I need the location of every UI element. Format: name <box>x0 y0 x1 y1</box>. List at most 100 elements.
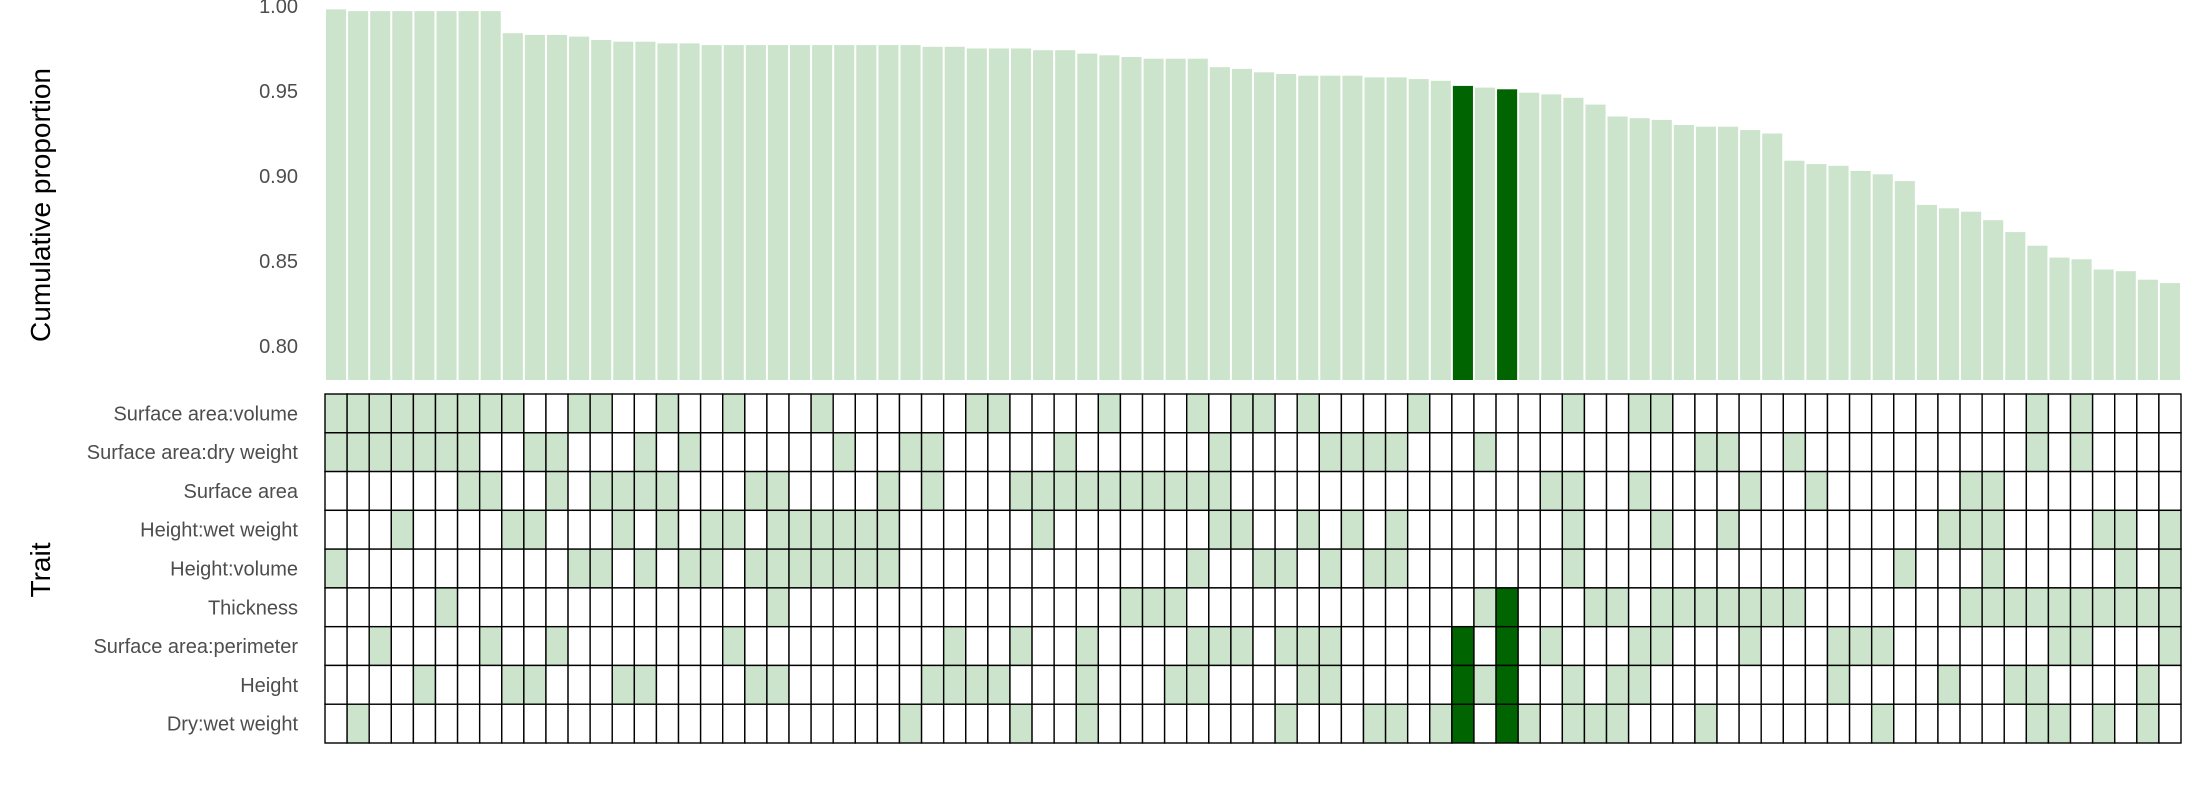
y-axis-ticks: 0.80 0.85 0.90 0.95 1.00 <box>259 0 298 358</box>
matrix-cell <box>920 703 945 744</box>
matrix-cell <box>655 509 680 550</box>
matrix-cell <box>1893 470 1917 512</box>
matrix-cell <box>1318 703 1343 744</box>
matrix-cell <box>2091 664 2116 705</box>
matrix-cell <box>2003 625 2028 667</box>
matrix-cell <box>1650 470 1674 512</box>
matrix-cell <box>942 703 967 744</box>
matrix-cell <box>1097 470 1122 512</box>
matrix-cell <box>1893 703 1917 744</box>
matrix-cell <box>1208 587 1232 628</box>
matrix-cell <box>1804 664 1829 705</box>
matrix-cell <box>1605 509 1630 550</box>
bar-70 <box>1850 170 1871 380</box>
matrix-cell <box>1848 548 1873 589</box>
bar-3 <box>370 11 391 380</box>
matrix-cell <box>1296 664 1320 705</box>
bar-50 <box>1408 79 1429 380</box>
matrix-cell <box>1870 664 1895 705</box>
matrix-cell <box>1627 393 1652 434</box>
matrix-cell <box>1340 509 1365 550</box>
matrix-cell <box>1539 587 1564 628</box>
y-tick-label: 0.85 <box>259 251 298 273</box>
matrix-cell <box>611 548 636 589</box>
bar-6 <box>436 11 457 380</box>
matrix-cell <box>1561 625 1586 667</box>
matrix-cell <box>699 470 724 512</box>
trait-label: Height:wet weight <box>140 520 298 542</box>
matrix-cell <box>1274 432 1298 473</box>
matrix-cell <box>1915 664 1939 705</box>
matrix-cell <box>1650 509 1674 550</box>
matrix-cell <box>1937 587 1961 628</box>
matrix-cell <box>1230 548 1254 589</box>
matrix-cell <box>1009 509 1033 550</box>
matrix-cell <box>1893 393 1917 434</box>
matrix-cell <box>920 587 945 628</box>
matrix-cell <box>368 432 392 473</box>
matrix-cell <box>368 587 392 628</box>
matrix-cell <box>346 432 370 473</box>
matrix-cell <box>1782 432 1807 473</box>
matrix-cell <box>832 548 856 589</box>
matrix-cell <box>1053 587 1077 628</box>
matrix-cell <box>1870 587 1895 628</box>
bar-22 <box>790 45 811 380</box>
matrix-cell <box>324 470 348 512</box>
matrix-cell <box>788 587 812 628</box>
matrix-cell <box>1959 470 1983 512</box>
matrix-cell <box>390 625 415 667</box>
matrix-cell <box>1959 625 1983 667</box>
matrix-cell <box>1915 509 1939 550</box>
matrix-cell <box>1937 548 1961 589</box>
matrix-cell <box>501 393 525 434</box>
matrix-cell <box>2091 509 2116 550</box>
matrix-cell <box>832 393 856 434</box>
matrix-cell <box>456 509 481 550</box>
matrix-cell <box>2047 664 2072 705</box>
matrix-cell <box>368 470 392 512</box>
matrix-cell <box>1009 703 1033 744</box>
matrix-cell <box>2025 509 2050 550</box>
matrix-cell <box>1738 664 1762 705</box>
matrix-cell <box>1274 625 1298 667</box>
matrix-cell <box>832 432 856 473</box>
matrix-cell <box>1650 393 1674 434</box>
matrix-cell <box>478 470 503 512</box>
matrix-cell <box>854 509 879 550</box>
matrix-cell <box>368 393 392 434</box>
matrix-cell <box>434 470 459 512</box>
matrix-cell <box>589 703 613 744</box>
matrix-cell <box>1119 587 1144 628</box>
matrix-cell <box>589 587 613 628</box>
matrix-cell <box>1119 470 1144 512</box>
matrix-cell <box>1848 664 1873 705</box>
matrix-cell <box>2114 587 2138 628</box>
matrix-cell <box>1760 509 1784 550</box>
matrix-cell <box>1451 587 1475 628</box>
matrix-cell <box>1539 393 1564 434</box>
matrix-cell <box>2091 548 2116 589</box>
matrix-cell <box>390 509 415 550</box>
matrix-cell <box>1738 548 1762 589</box>
matrix-cell <box>1517 393 1541 434</box>
matrix-cell <box>1804 548 1829 589</box>
matrix-cell <box>324 703 348 744</box>
matrix-cell <box>942 664 967 705</box>
matrix-cell <box>478 703 503 744</box>
bar-19 <box>723 45 744 380</box>
matrix-cell <box>1981 703 2005 744</box>
bar-10 <box>524 34 545 381</box>
matrix-cell <box>1539 625 1564 667</box>
matrix-cell <box>1208 664 1232 705</box>
matrix-cell <box>2114 703 2138 744</box>
matrix-cell <box>1539 432 1564 473</box>
matrix-cell <box>478 664 503 705</box>
bar-77 <box>2005 232 2026 380</box>
matrix-cell <box>1362 625 1387 667</box>
matrix-cell <box>1495 664 1519 705</box>
matrix-cell <box>677 703 702 744</box>
matrix-cell <box>1804 432 1829 473</box>
matrix-cell <box>2136 703 2160 744</box>
matrix-cell <box>1473 703 1497 744</box>
